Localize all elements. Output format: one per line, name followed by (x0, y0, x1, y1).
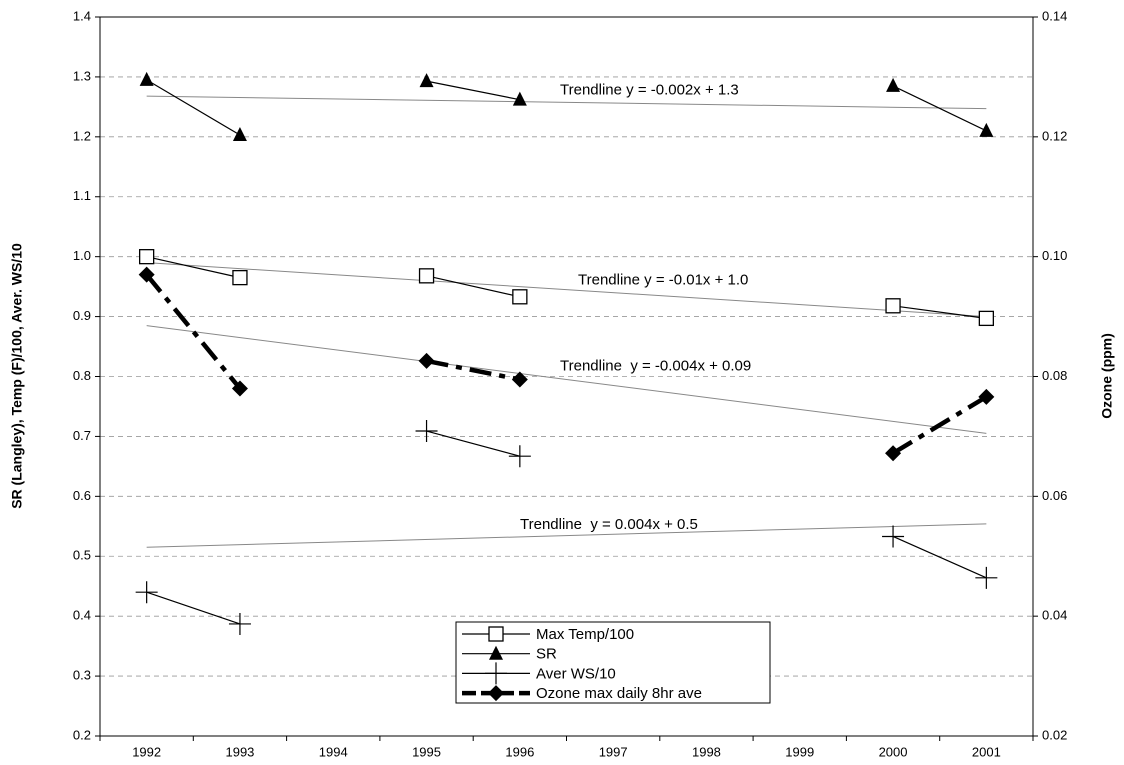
marker-diamond (978, 388, 995, 405)
marker-square (512, 289, 528, 305)
marker-square (885, 298, 901, 314)
y-tick-label: 1.2 (73, 128, 91, 143)
trendline (146, 523, 987, 548)
y2-tick-label: 0.12 (1042, 128, 1067, 143)
marker-square (978, 310, 994, 327)
marker-plus (228, 612, 251, 635)
marker-diamond (885, 445, 902, 462)
y-tick-label: 0.3 (73, 668, 91, 683)
x-tick-label: 1999 (785, 744, 814, 759)
y-tick-label: 1.3 (73, 68, 91, 83)
marker-triangle (232, 127, 247, 142)
marker-plus (882, 525, 905, 548)
y-tick-label: 0.5 (73, 548, 91, 563)
trendline-label: Trendline y = -0.002x + 1.3 (560, 81, 739, 98)
legend-label: Aver WS/10 (536, 665, 616, 682)
y2-tick-label: 0.04 (1042, 608, 1067, 623)
y2-tick-label: 0.10 (1042, 248, 1067, 263)
series-line (146, 430, 987, 625)
marker-triangle (512, 91, 527, 106)
marker-plus (415, 420, 438, 443)
marker-diamond (138, 266, 155, 283)
trendline-label: Trendline y = -0.01x + 1.0 (578, 271, 748, 288)
marker-triangle (489, 645, 503, 660)
series-line (144, 273, 988, 456)
x-tick-label: 1995 (412, 744, 441, 759)
y2-tick-label: 0.14 (1042, 8, 1067, 23)
marker-square (488, 626, 504, 642)
trendline (146, 95, 987, 110)
y-tick-label: 0.9 (73, 308, 91, 323)
x-tick-label: 2001 (972, 744, 1001, 759)
y-tick-label: 0.6 (73, 488, 91, 503)
series-line (146, 79, 987, 136)
trendline (146, 262, 987, 318)
marker-diamond (231, 380, 248, 397)
x-tick-label: 1992 (132, 744, 161, 759)
legend-label: Ozone max daily 8hr ave (536, 685, 702, 702)
y2-tick-label: 0.02 (1042, 727, 1067, 742)
marker-plus (485, 662, 507, 685)
legend-box (455, 621, 771, 704)
marker-triangle (139, 71, 154, 86)
y-tick-label: 0.2 (73, 727, 91, 742)
x-tick-label: 1993 (225, 744, 254, 759)
legend-label: Max Temp/100 (536, 626, 634, 643)
x-tick-label: 1996 (505, 744, 534, 759)
x-tick-label: 1998 (692, 744, 721, 759)
marker-triangle (419, 73, 434, 88)
y-tick-label: 0.8 (73, 368, 91, 383)
marker-square (418, 268, 435, 284)
trendline-label: Trendline y = -0.004x + 0.09 (560, 358, 751, 375)
x-tick-label: 2000 (879, 744, 908, 759)
legend-label: SR (536, 646, 557, 663)
marker-triangle (979, 122, 994, 137)
marker-plus (508, 445, 531, 468)
marker-plus (135, 581, 158, 604)
x-tick-label: 1994 (319, 744, 348, 759)
y-tick-label: 1.0 (73, 248, 91, 263)
x-tick-label: 1997 (599, 744, 628, 759)
y-tick-label: 1.1 (73, 188, 91, 203)
y-tick-label: 0.7 (73, 428, 91, 443)
marker-square (138, 249, 155, 265)
marker-triangle (886, 77, 901, 92)
marker-square (232, 269, 248, 286)
trendline-label: Trendline y = 0.004x + 0.5 (520, 516, 698, 533)
trendline (146, 325, 987, 434)
y-tick-label: 1.4 (73, 8, 91, 23)
marker-plus (975, 566, 998, 589)
y-tick-label: 0.4 (73, 608, 91, 623)
y2-axis-title: Ozone (ppm) (1099, 333, 1115, 419)
marker-diamond (418, 352, 435, 369)
y2-tick-label: 0.06 (1042, 488, 1067, 503)
y-axis-title: SR (Langley), Temp (F)/100, Aver. WS/10 (9, 243, 25, 509)
series-line (146, 256, 987, 319)
marker-diamond (488, 685, 504, 702)
y2-tick-label: 0.08 (1042, 368, 1067, 383)
marker-diamond (511, 371, 528, 388)
